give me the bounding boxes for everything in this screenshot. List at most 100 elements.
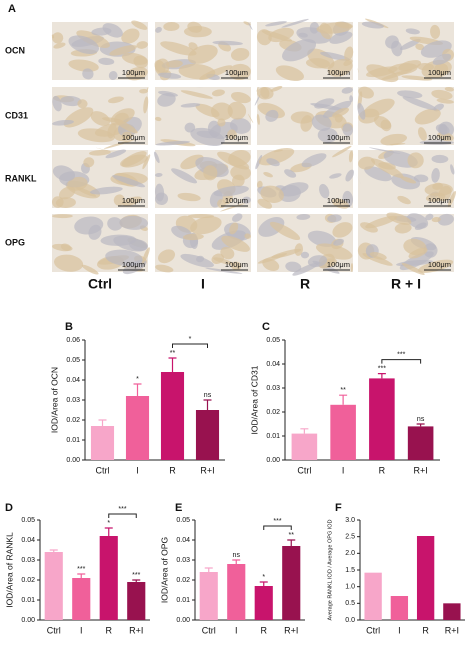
tissue [155,172,163,178]
y-axis-label: Average RANKL IOD / Average OPG IOD [327,519,333,620]
error-bar [98,419,107,426]
tissue [76,30,110,48]
tissue [103,138,136,149]
tissue [296,213,311,220]
bar [195,410,220,460]
micrograph [155,213,251,274]
tissue [380,133,408,146]
y-tick-label: 0.05 [266,337,280,344]
tissue [424,183,453,197]
x-tick-label: I [398,625,401,635]
y-tick-label: 0.04 [266,361,280,368]
tissue [180,154,204,170]
scale-bar-label: 100μm [122,133,145,142]
tissue [188,42,198,51]
error-bar [77,573,86,578]
scale-bar-label: 100μm [225,133,248,142]
x-tick-label: I [80,625,83,635]
bar [227,564,246,620]
column-label: Ctrl [88,276,112,292]
tissue [425,213,434,221]
tissue [108,71,118,80]
panel-label: B [65,321,73,333]
x-tick-label: R+I [445,625,459,635]
tissue [143,96,149,114]
tissue [77,99,88,109]
tissue [230,261,242,271]
y-tick-label: 0.5 [345,600,355,607]
significance-label: ns [417,416,425,423]
tissue [447,190,456,207]
tissue [275,65,305,82]
y-tick-label: 0.05 [176,517,190,524]
micrograph [153,149,251,212]
tissue [231,213,243,222]
scale-bar-label: 100μm [225,68,248,77]
micrograph [357,18,455,83]
x-tick-label: Ctrl [202,625,216,635]
tissue [180,103,201,108]
column-label: R [300,276,310,292]
scale-bar-label: 100μm [225,260,248,269]
tissue [227,129,237,140]
tissue [262,258,280,272]
tissue [108,96,124,104]
tissue [332,145,352,158]
tissue [166,60,183,68]
tissue [68,35,100,55]
tissue [77,128,115,143]
y-tick-label: 0.00 [266,457,280,464]
tissue [357,102,366,120]
x-tick-label: Ctrl [96,465,110,475]
y-tick-label: 1.0 [345,584,355,591]
error-bar [203,399,212,410]
tissue [268,27,295,43]
tissue [400,176,417,184]
tissue [418,127,427,141]
tissue [230,165,251,181]
bar [390,596,409,620]
tissue [211,89,225,97]
tissue [196,255,205,263]
tissue [257,198,273,209]
tissue [284,169,297,178]
x-tick-label: R [261,625,268,635]
tissue [248,22,253,31]
tissue [386,212,412,225]
bar [416,536,435,620]
tissue [113,194,125,206]
tissue [285,261,302,273]
error-bar [377,373,386,379]
scale-bar-label: 100μm [327,260,350,269]
bar [330,404,356,460]
tissue [230,92,251,104]
tissue [256,87,259,92]
tissue [52,32,64,44]
panel-label: F [335,502,342,514]
significance-label: ** [289,532,295,539]
tissue [407,152,424,169]
tissue [430,24,441,40]
tissue [309,22,320,34]
tissue [52,165,76,182]
tissue [398,60,422,72]
tissue [300,251,310,259]
micrograph [254,86,354,145]
tissue [366,64,399,83]
y-tick-label: 0.06 [66,337,80,344]
tissue [405,28,420,35]
tissue [67,176,88,191]
tissue [88,149,111,156]
bar [125,396,150,460]
micrograph [52,214,150,275]
row-label: OCN [5,45,25,55]
y-tick-label: 0.04 [21,537,35,544]
tissue [310,103,344,111]
tissue [83,157,95,168]
tissue [349,95,354,103]
tissue [155,140,191,146]
tissue [269,221,301,241]
tissue [52,243,73,252]
tissue [227,101,247,120]
tissue [292,262,320,276]
